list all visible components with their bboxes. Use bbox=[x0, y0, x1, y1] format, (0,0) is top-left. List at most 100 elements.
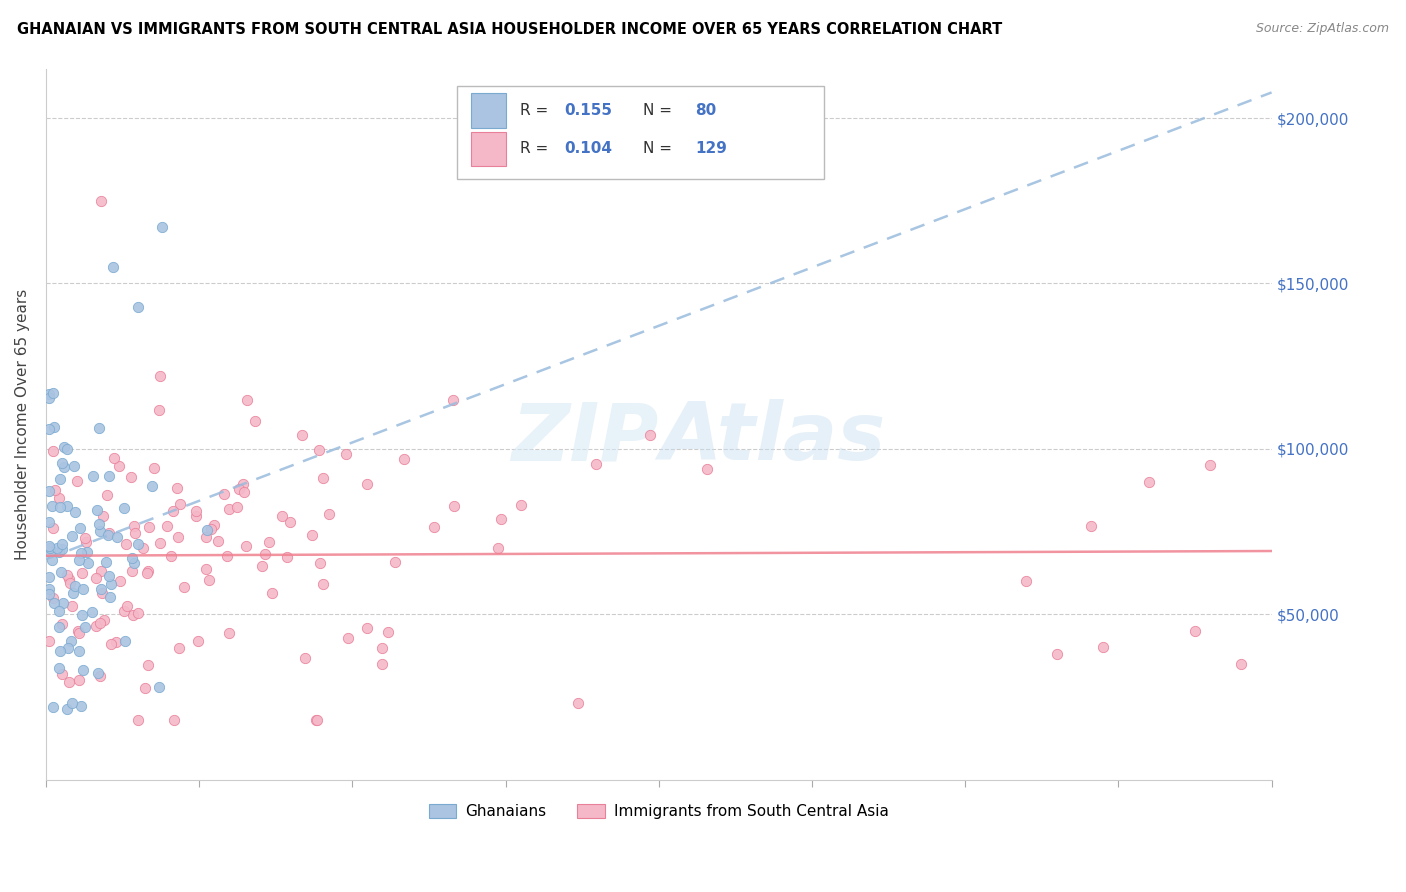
Point bbox=[371, 640, 394, 655]
Point bbox=[38, 515, 60, 529]
Point bbox=[56, 702, 79, 716]
Text: 0.104: 0.104 bbox=[564, 141, 613, 156]
Point bbox=[148, 680, 170, 694]
Point bbox=[49, 500, 72, 515]
Point bbox=[98, 590, 121, 604]
Point bbox=[138, 519, 160, 533]
Point bbox=[41, 499, 63, 513]
Point bbox=[226, 500, 249, 515]
Point bbox=[120, 469, 142, 483]
Point bbox=[67, 624, 90, 638]
Point bbox=[38, 541, 60, 555]
Point bbox=[67, 673, 90, 688]
Point bbox=[103, 260, 125, 274]
Point bbox=[48, 491, 70, 506]
FancyBboxPatch shape bbox=[471, 94, 506, 128]
Point bbox=[52, 440, 75, 454]
Point bbox=[70, 607, 93, 622]
Point bbox=[1092, 640, 1115, 655]
Point bbox=[127, 537, 149, 551]
FancyBboxPatch shape bbox=[471, 132, 506, 166]
Point bbox=[337, 631, 360, 645]
Point bbox=[38, 422, 60, 436]
Text: R =: R = bbox=[520, 141, 554, 156]
Text: 0.155: 0.155 bbox=[564, 103, 613, 118]
Point bbox=[48, 604, 70, 618]
Point bbox=[38, 633, 60, 648]
Point bbox=[148, 403, 170, 417]
Point bbox=[486, 541, 509, 555]
Text: GHANAIAN VS IMMIGRANTS FROM SOUTH CENTRAL ASIA HOUSEHOLDER INCOME OVER 65 YEARS : GHANAIAN VS IMMIGRANTS FROM SOUTH CENTRA… bbox=[17, 22, 1002, 37]
Point bbox=[509, 498, 531, 512]
Point bbox=[121, 551, 143, 566]
Point bbox=[93, 509, 115, 524]
Point bbox=[62, 696, 84, 710]
Point bbox=[127, 606, 149, 620]
Point bbox=[356, 476, 378, 491]
Point bbox=[96, 487, 118, 501]
Point bbox=[63, 459, 86, 474]
Point bbox=[72, 582, 94, 596]
Point bbox=[318, 507, 340, 521]
Text: R =: R = bbox=[520, 103, 554, 118]
Point bbox=[443, 392, 465, 407]
Point bbox=[110, 574, 132, 588]
Point bbox=[149, 535, 172, 549]
Point bbox=[103, 451, 125, 466]
Point bbox=[301, 527, 323, 541]
Point bbox=[98, 469, 121, 483]
Point bbox=[77, 556, 100, 570]
Point bbox=[294, 651, 316, 665]
Point bbox=[98, 525, 121, 540]
Point bbox=[89, 524, 111, 538]
Point bbox=[124, 526, 146, 541]
Point bbox=[127, 300, 149, 314]
Point bbox=[41, 385, 63, 400]
Point bbox=[42, 596, 65, 610]
Point bbox=[114, 633, 136, 648]
Point bbox=[276, 549, 298, 564]
Point bbox=[200, 522, 222, 536]
Point bbox=[1080, 519, 1102, 533]
Point bbox=[136, 658, 159, 673]
Point bbox=[38, 582, 60, 597]
FancyBboxPatch shape bbox=[457, 87, 824, 178]
Point bbox=[311, 470, 333, 484]
Point bbox=[97, 569, 120, 583]
Point bbox=[59, 575, 82, 590]
Point bbox=[489, 512, 512, 526]
Point bbox=[100, 637, 122, 651]
Point bbox=[42, 700, 65, 714]
Point bbox=[51, 541, 73, 556]
Point bbox=[58, 641, 80, 656]
Point bbox=[38, 539, 60, 553]
Point bbox=[69, 699, 91, 714]
Point bbox=[143, 461, 166, 475]
Point bbox=[112, 500, 135, 515]
Point bbox=[56, 568, 79, 582]
Point bbox=[67, 553, 90, 567]
Point bbox=[235, 392, 257, 407]
Point bbox=[166, 482, 188, 496]
Point bbox=[167, 640, 190, 655]
Point bbox=[443, 499, 465, 513]
Y-axis label: Householder Income Over 65 years: Householder Income Over 65 years bbox=[15, 288, 30, 559]
Text: 80: 80 bbox=[696, 103, 717, 118]
Point bbox=[70, 566, 93, 581]
Point bbox=[291, 428, 314, 442]
Point bbox=[105, 635, 128, 649]
Point bbox=[80, 605, 103, 619]
Point bbox=[640, 427, 662, 442]
Point bbox=[217, 549, 239, 563]
Point bbox=[308, 442, 330, 457]
Point bbox=[48, 545, 70, 559]
Point bbox=[305, 713, 328, 727]
Point bbox=[63, 579, 86, 593]
Point bbox=[232, 476, 254, 491]
Point bbox=[134, 681, 156, 696]
Point bbox=[162, 504, 184, 518]
Point bbox=[48, 661, 70, 675]
Text: 129: 129 bbox=[696, 141, 727, 156]
Point bbox=[108, 459, 131, 474]
Point bbox=[252, 559, 274, 574]
